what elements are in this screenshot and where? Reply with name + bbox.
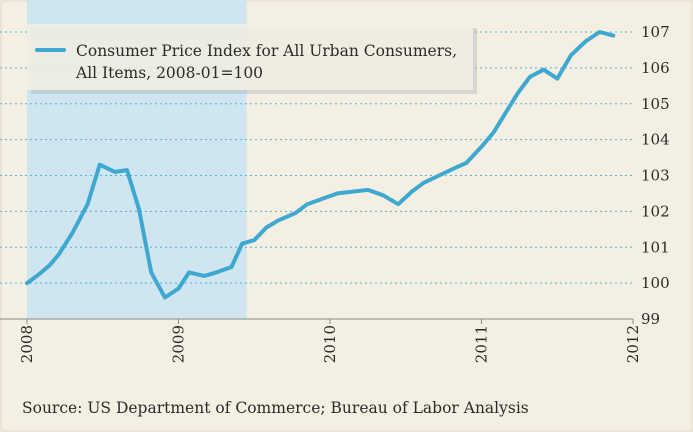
y-tick-label-100: 100 (641, 274, 670, 292)
y-tick-label-102: 102 (641, 202, 670, 220)
series-line (25, 30, 616, 300)
x-axis-ticks: 2008 2009 2010 2011 2012 (18, 319, 642, 363)
y-tick-label-101: 101 (641, 238, 670, 256)
legend-label-line1: Consumer Price Index for All Urban Consu… (76, 42, 457, 60)
legend: Consumer Price Index for All Urban Consu… (27, 24, 477, 94)
y-tick-label-105: 105 (641, 95, 670, 113)
source-note: Source: US Department of Commerce; Burea… (22, 399, 529, 417)
x-tick-label-2011: 2011 (473, 325, 491, 363)
y-tick-label-106: 106 (641, 59, 670, 77)
y-tick-label-104: 104 (641, 131, 670, 149)
x-tick-label-2012: 2012 (624, 325, 642, 363)
legend-box (27, 24, 473, 90)
y-tick-label-99: 99 (641, 310, 660, 328)
y-tick-label-107: 107 (641, 23, 670, 41)
x-tick-label-2010: 2010 (321, 325, 339, 363)
x-tick-label-2008: 2008 (18, 325, 36, 363)
y-axis-ticks: 99 100 101 102 103 104 105 106 107 (641, 23, 670, 328)
y-tick-label-103: 103 (641, 167, 670, 185)
legend-label-line2: All Items, 2008-01=100 (75, 64, 263, 82)
x-tick-label-2009: 2009 (170, 325, 188, 363)
